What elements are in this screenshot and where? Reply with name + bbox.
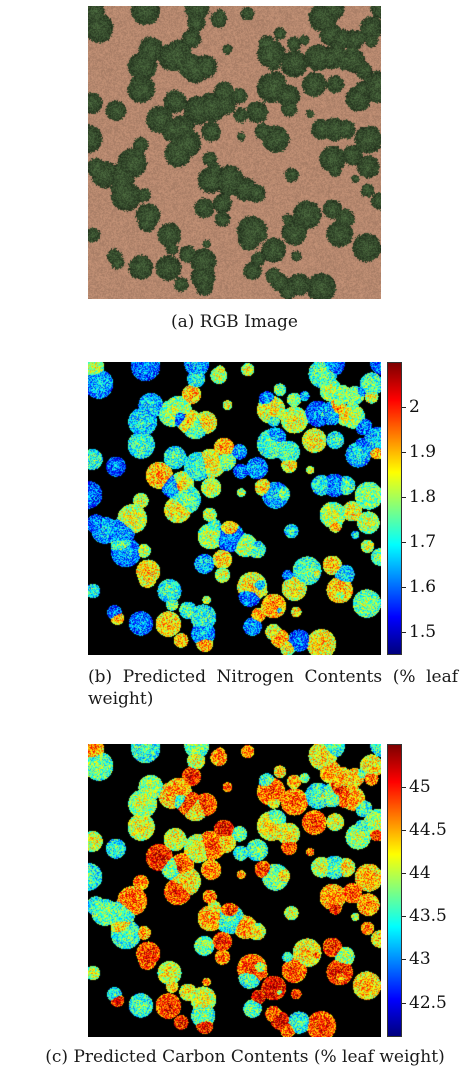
- colorbar-tick-label: 43: [409, 949, 431, 970]
- colorbar-tick-label: 2: [409, 397, 420, 418]
- colorbar-tick-label: 1.6: [409, 577, 437, 598]
- colorbar-tick-mark: [402, 830, 406, 832]
- colorbar-tick-label: 44.5: [409, 820, 447, 841]
- colorbar-tick-mark: [402, 787, 406, 789]
- colorbar-tick-mark: [402, 916, 406, 918]
- rgb-image: [88, 6, 381, 299]
- carbon-map-canvas: [88, 744, 381, 1037]
- colorbar-tick-mark: [402, 873, 406, 875]
- nitrogen-colorbar: 2 1.9 1.8 1.7 1.6 1.5: [387, 362, 457, 655]
- colorbar-tick-label: 44: [409, 863, 431, 884]
- carbon-colorbar: 45 44.5 44 43.5 43 42.5: [387, 744, 457, 1037]
- rgb-image-canvas: [88, 6, 381, 299]
- nitrogen-map-canvas: [88, 362, 381, 655]
- colorbar-tick-label: 1.7: [409, 532, 437, 553]
- colorbar-tick-label: 45: [409, 777, 431, 798]
- colorbar-tick-label: 1.8: [409, 487, 437, 508]
- colorbar-tick-label: 43.5: [409, 906, 447, 927]
- caption-c: (c) Predicted Carbon Contents (% leaf we…: [45, 1047, 445, 1067]
- colorbar-tick-mark: [402, 632, 406, 634]
- colorbar-tick-label: 42.5: [409, 992, 447, 1013]
- carbon-map: [88, 744, 381, 1037]
- nitrogen-map: [88, 362, 381, 655]
- colorbar-tick-mark: [402, 542, 406, 544]
- colorbar-tick-mark: [402, 959, 406, 961]
- colorbar-tick-mark: [402, 1002, 406, 1004]
- colorbar-tick-mark: [402, 497, 406, 499]
- carbon-colorbar-gradient: [388, 745, 401, 1036]
- caption-a: (a) RGB Image: [171, 312, 298, 332]
- colorbar-tick-label: 1.5: [409, 622, 437, 643]
- colorbar-tick-label: 1.9: [409, 442, 437, 463]
- caption-b: (b) Predicted Nitrogen Contents (% leaf …: [88, 667, 458, 709]
- nitrogen-colorbar-gradient: [388, 363, 401, 654]
- colorbar-tick-mark: [402, 407, 406, 409]
- colorbar-tick-mark: [402, 452, 406, 454]
- colorbar-tick-mark: [402, 587, 406, 589]
